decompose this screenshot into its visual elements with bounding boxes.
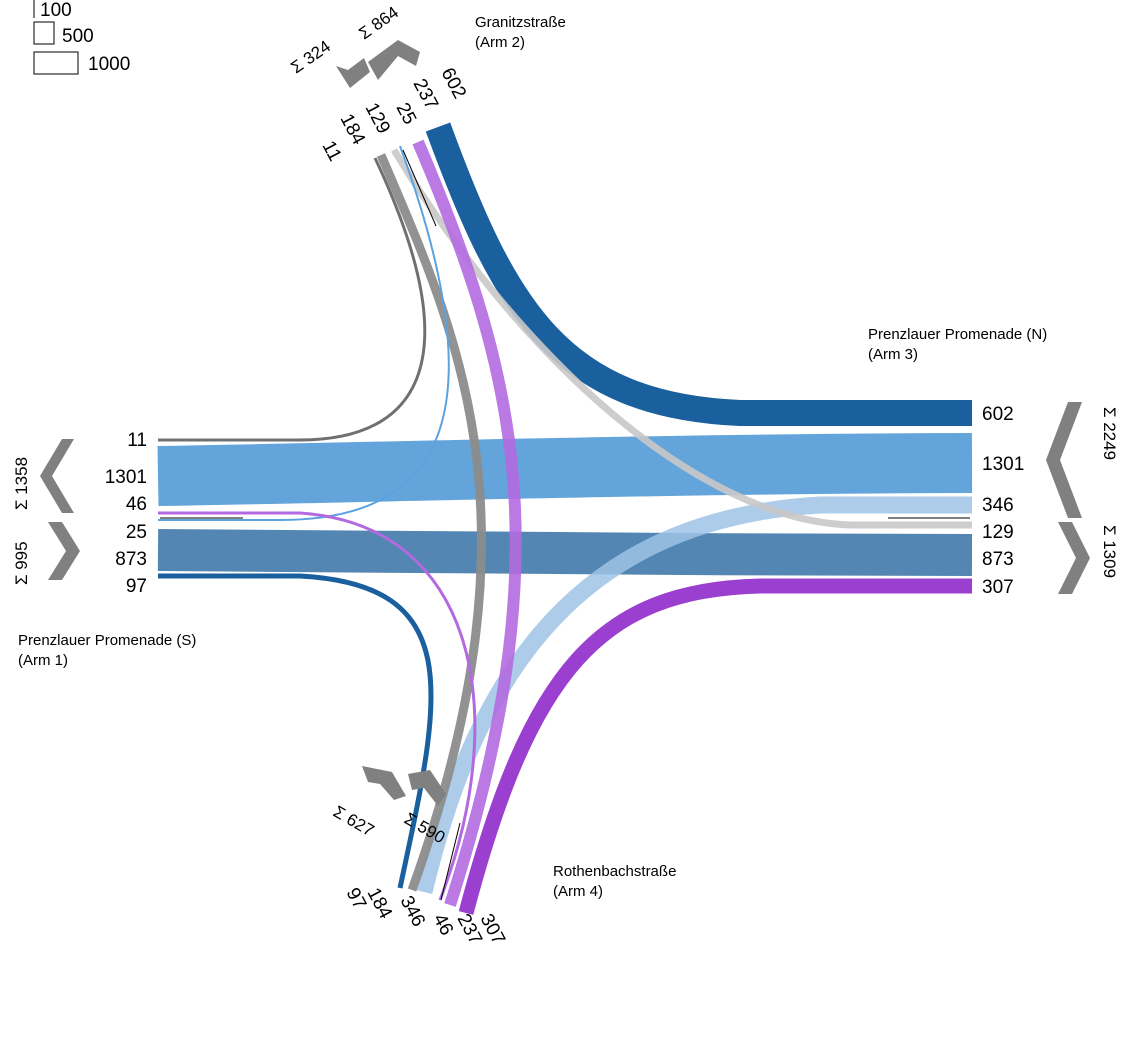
flow-arm4-arm3-307 [458, 578, 972, 915]
arm4-out-arrow [408, 770, 446, 806]
arm4-in-arrow [362, 766, 406, 800]
arm4-sub: (Arm 4) [553, 883, 603, 900]
arm4-label-346: 346 [396, 892, 429, 930]
legend-label-1000: 1000 [88, 54, 130, 75]
arm2-in-arrow [336, 58, 370, 88]
arm4-label-184: 184 [363, 884, 397, 922]
arm2-sum-in: Σ 324 [287, 37, 334, 78]
arm1-name: Prenzlauer Promenade (S) [18, 632, 196, 649]
arm1-label-11: 11 [127, 430, 147, 451]
direction-arrows [40, 40, 1090, 806]
tick-arm4 [440, 822, 461, 901]
flow-arm2-arm4-237 [412, 139, 522, 907]
legend-label-100: 100 [40, 0, 72, 21]
arm2-label-11: 11 [318, 137, 346, 164]
tick-arm2 [402, 149, 437, 227]
flow-arm2-arm1-11 [158, 157, 427, 442]
arm1-label-97: 97 [126, 576, 147, 597]
arm3-label-346: 346 [982, 495, 1014, 516]
flow-arm1-arm3-1301 [157, 433, 973, 506]
arm3-out-arrow [1058, 522, 1090, 594]
arm4-sum-in: Σ 627 [330, 802, 377, 840]
legend: 100 500 1000 [33, 0, 130, 75]
arm3-sub: (Arm 3) [868, 346, 918, 363]
arm-labels: Prenzlauer Promenade (S) (Arm 1) Granitz… [18, 14, 1047, 900]
flow-arm2-arm3-602 [425, 122, 972, 426]
legend-box-500 [33, 21, 55, 45]
flow-arm1-arm4-97 [158, 573, 434, 889]
arm2-out-arrow [368, 40, 420, 80]
arm1-label-25: 25 [126, 522, 147, 543]
arm3-sum-out: Σ 1309 [1100, 525, 1119, 578]
arm1-out-arrow [48, 522, 80, 580]
arm3-label-1301: 1301 [982, 454, 1024, 475]
arm4-label-46: 46 [429, 910, 457, 939]
flow-arm3-arm1-873 [157, 529, 973, 576]
flow-arm2-arm4-184 [376, 153, 486, 892]
arm1-sub: (Arm 1) [18, 652, 68, 669]
arm2-name: Granitzstraße [475, 14, 566, 31]
arm1-label-873: 873 [115, 549, 147, 570]
arm2-sum-out: Σ 864 [355, 3, 402, 44]
arm2-sub: (Arm 2) [475, 34, 525, 51]
arm2-label-602: 602 [437, 64, 470, 102]
arm3-label-602: 602 [982, 404, 1014, 425]
flow-arm4-arm3-346 [415, 496, 972, 894]
arm3-sum-in: Σ 2249 [1100, 407, 1119, 460]
flow-arm1-arm4-46 [158, 511, 477, 901]
arm3-name: Prenzlauer Promenade (N) [868, 326, 1047, 343]
legend-label-500: 500 [62, 26, 94, 47]
arm1-sum-out: Σ 995 [12, 541, 31, 585]
arm1-label-1301: 1301 [105, 467, 147, 488]
arm1-in-arrow [40, 439, 74, 513]
arm3-label-873: 873 [982, 549, 1014, 570]
arm3-label-129: 129 [982, 522, 1014, 543]
arm3-in-arrow [1046, 402, 1082, 518]
arm4-volume-labels: 97 184 346 46 237 307 [342, 884, 509, 948]
arm4-name: Rothenbachstraße [553, 863, 676, 880]
arm3-label-307: 307 [982, 577, 1014, 598]
flow-bands [157, 122, 973, 915]
arm2-label-25: 25 [392, 99, 420, 128]
arm3-volume-labels: 602 1301 346 129 873 307 [982, 404, 1024, 598]
arm2-label-184: 184 [336, 110, 370, 148]
arm1-volume-labels: 11 1301 46 25 873 97 [105, 430, 147, 597]
legend-box-1000 [33, 51, 79, 75]
arm1-sum-in: Σ 1358 [12, 457, 31, 510]
arm1-label-46: 46 [126, 494, 147, 515]
arm4-label-307: 307 [476, 910, 509, 948]
